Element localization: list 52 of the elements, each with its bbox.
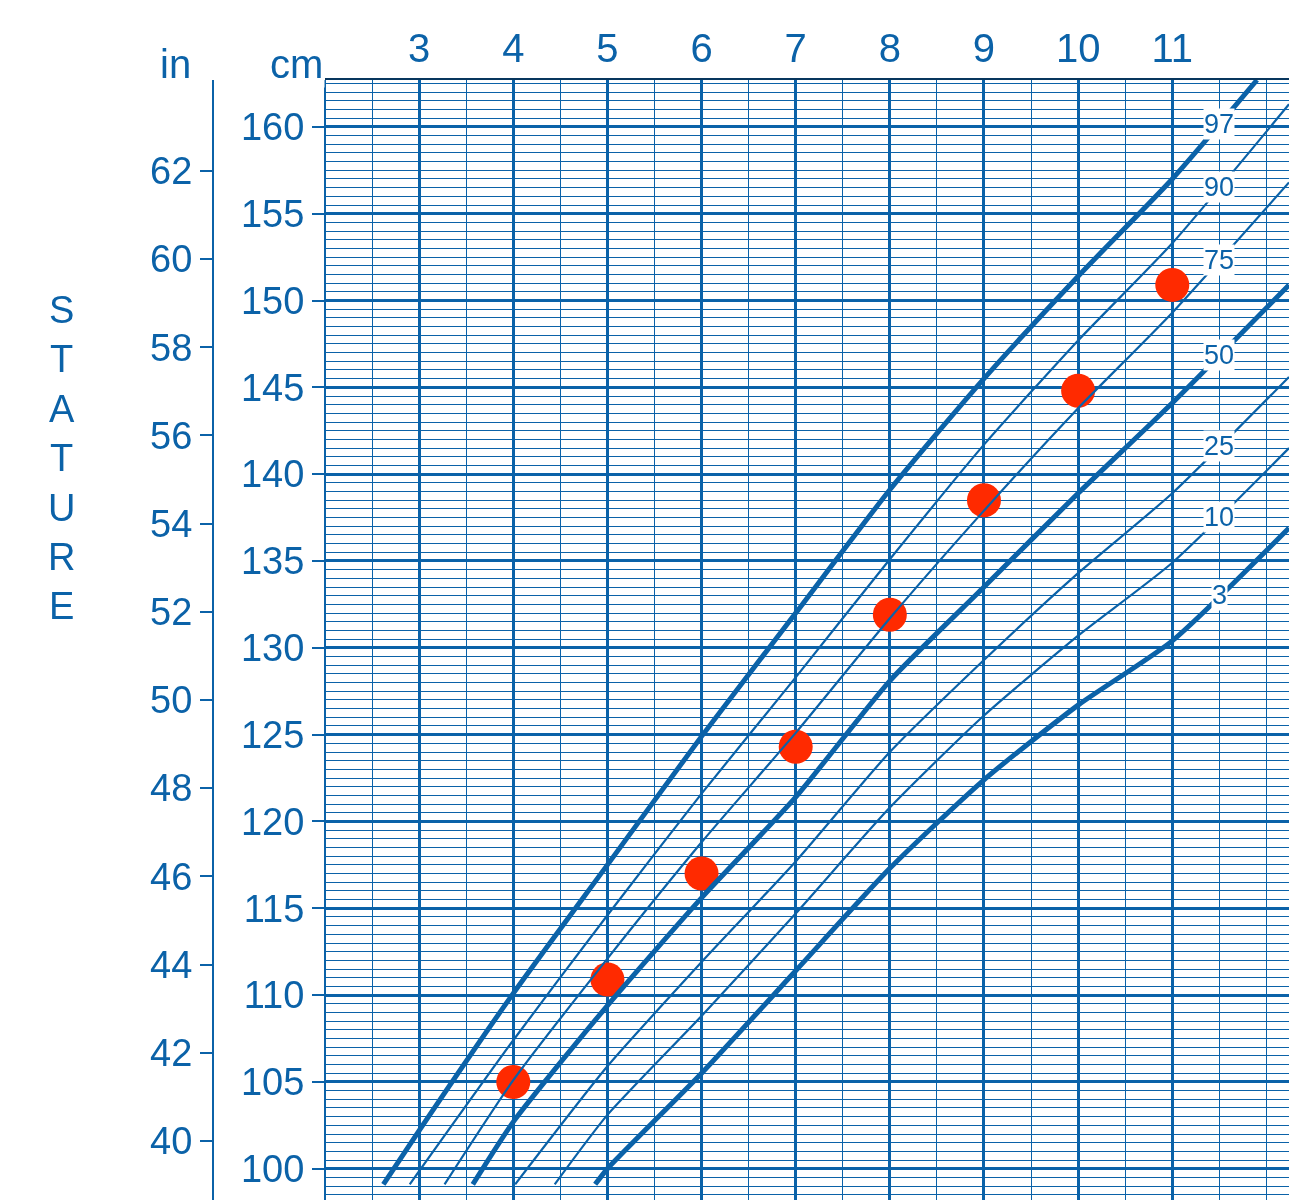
- y2-tick-label: 42: [150, 1032, 193, 1075]
- y2-axis-title: in: [160, 42, 192, 86]
- series-label: 50: [1204, 340, 1235, 370]
- series-label: 3: [1212, 580, 1228, 610]
- x-tick-label: 6: [690, 26, 713, 70]
- x-tick-label: 8: [878, 26, 901, 70]
- y-axis-title: cm: [270, 42, 324, 86]
- y2-tick-label: 54: [150, 502, 193, 545]
- point: [590, 962, 625, 997]
- y2-tick-label: 60: [150, 238, 193, 281]
- x-tick-label: 11: [1151, 26, 1194, 70]
- point: [778, 729, 813, 764]
- y2-tick-label: 62: [150, 150, 193, 193]
- y-tick-label: 125: [240, 713, 305, 756]
- y-tick-label: 130: [240, 627, 305, 670]
- x-tick-label: 4: [502, 26, 525, 70]
- y-tick-label: 105: [240, 1061, 305, 1104]
- y-tick-label: 100: [240, 1148, 305, 1191]
- point: [967, 483, 1001, 518]
- y-tick-label: 155: [240, 193, 305, 236]
- y2-tick-label: 40: [150, 1120, 193, 1163]
- y2-tick-label: 48: [150, 767, 193, 810]
- series-label: 97: [1204, 109, 1235, 139]
- y-tick-label: 150: [240, 279, 305, 322]
- series-label: 25: [1204, 431, 1235, 461]
- x-tick-label: 3: [408, 26, 431, 70]
- y-tick-label: 115: [243, 887, 305, 930]
- point: [684, 856, 719, 891]
- point: [1155, 267, 1190, 302]
- y2-tick-label: 52: [150, 591, 193, 634]
- y-tick-label: 135: [240, 540, 305, 583]
- y2-tick-label: 56: [150, 414, 193, 457]
- y-tick-label: 140: [240, 453, 305, 496]
- y-tick-label: 145: [240, 366, 305, 409]
- y2-tick-label: 46: [150, 855, 193, 898]
- y-tick-label: 110: [243, 974, 305, 1017]
- x-tick-label: 5: [596, 26, 619, 70]
- point: [1061, 373, 1096, 408]
- y2-tick-label: 50: [150, 679, 193, 722]
- x-tick-label: 7: [784, 26, 807, 70]
- y-tick-label: 120: [240, 800, 305, 843]
- text: STATURE: [48, 289, 76, 628]
- x-tick-label: 10: [1055, 26, 1101, 70]
- series-label: 10: [1204, 502, 1235, 532]
- series-label: 90: [1204, 172, 1235, 202]
- point: [496, 1064, 531, 1099]
- y2-tick-label: 44: [150, 943, 193, 986]
- x-tick-label: 9: [972, 26, 996, 70]
- y2-tick-label: 58: [150, 326, 193, 369]
- point: [872, 597, 907, 632]
- series-label: 75: [1204, 245, 1235, 275]
- y-tick-label: 160: [240, 106, 305, 149]
